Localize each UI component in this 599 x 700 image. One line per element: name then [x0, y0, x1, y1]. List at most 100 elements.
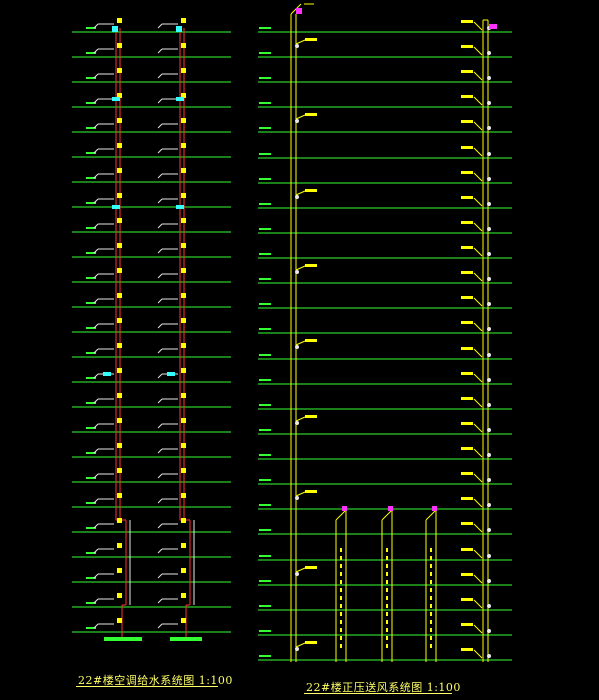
- left-title-underline: [76, 686, 218, 687]
- floor-level-tag: [86, 102, 96, 104]
- vent-leader: [473, 574, 483, 584]
- branch-pipe: [93, 98, 99, 104]
- vent-leader: [473, 549, 483, 559]
- vent-tag: [461, 573, 473, 576]
- vent-leader: [473, 21, 483, 31]
- vent-leader: [473, 121, 483, 131]
- pressurization-fan: [489, 24, 497, 29]
- floor-level-tag: [259, 52, 271, 54]
- vent-tag: [461, 497, 473, 500]
- branch-pipe: [93, 198, 99, 204]
- air-outlet: [487, 554, 491, 558]
- valve-tag: [181, 243, 186, 248]
- floor-level-tag: [86, 177, 96, 179]
- vent-leader: [473, 147, 483, 157]
- pressurization-fan: [296, 8, 302, 14]
- floor-level-tag: [259, 253, 271, 255]
- vent-leader: [473, 322, 483, 332]
- floor-level-tag: [259, 479, 271, 481]
- shaft-grille: [340, 636, 342, 640]
- branch-pipe: [157, 148, 163, 154]
- air-outlet: [487, 579, 491, 583]
- shaft-grille: [386, 620, 388, 624]
- branch-pipe: [157, 498, 163, 504]
- valve-tag: [181, 393, 186, 398]
- air-outlet: [295, 572, 299, 576]
- air-outlet: [487, 353, 491, 357]
- valve-tag: [117, 218, 122, 223]
- branch-pipe: [93, 48, 99, 54]
- floor-level-tag: [86, 152, 96, 154]
- vent-tag: [461, 146, 473, 149]
- vent-tag: [461, 95, 473, 98]
- shaft-grille: [340, 628, 342, 632]
- shaft-grille: [430, 628, 432, 632]
- outlet-leader: [295, 39, 306, 45]
- pump-base: [104, 637, 142, 641]
- vent-tag: [461, 472, 473, 475]
- left-branch-details: [93, 18, 202, 641]
- air-outlet: [487, 327, 491, 331]
- floor-level-tag: [86, 402, 96, 404]
- vent-tag: [461, 522, 473, 525]
- floor-level-tag: [259, 27, 271, 29]
- vent-tag: [461, 296, 473, 299]
- branch-pipe: [93, 348, 99, 354]
- branch-pipe: [93, 623, 99, 629]
- branch-pipe: [157, 598, 163, 604]
- floor-level-tag: [86, 627, 96, 629]
- floor-level-tag: [86, 277, 96, 279]
- floor-level-tag: [86, 202, 96, 204]
- air-outlet: [487, 503, 491, 507]
- air-outlet: [487, 101, 491, 105]
- floor-level-tag: [259, 278, 271, 280]
- branch-pipe: [157, 423, 163, 429]
- valve-tag: [117, 443, 122, 448]
- floor-level-tag: [86, 252, 96, 254]
- air-outlet: [487, 76, 491, 80]
- shaft-grille: [340, 620, 342, 624]
- outlet-leader: [295, 567, 306, 573]
- vent-leader: [473, 297, 483, 307]
- shaft-grille: [430, 548, 432, 552]
- air-outlet: [487, 202, 491, 206]
- air-outlet: [487, 428, 491, 432]
- branch-pipe: [93, 398, 99, 404]
- shaft-grille: [340, 604, 342, 608]
- floor-level-tag: [259, 379, 271, 381]
- floor-level-tag: [259, 504, 271, 506]
- shaft-grille: [340, 572, 342, 576]
- branch-pipe: [157, 623, 163, 629]
- branch-pipe: [93, 248, 99, 254]
- isolation-valve: [112, 97, 120, 101]
- floor-level-tag: [259, 605, 271, 607]
- shaft-top: [335, 509, 347, 521]
- air-outlet: [487, 51, 491, 55]
- branch-pipe: [93, 523, 99, 529]
- branch-pipe: [93, 473, 99, 479]
- vent-tag: [461, 221, 473, 224]
- vent-tag: [461, 598, 473, 601]
- branch-pipe: [93, 73, 99, 79]
- vent-tag: [461, 397, 473, 400]
- floor-level-tag: [86, 377, 96, 379]
- floor-level-tag: [86, 477, 96, 479]
- vent-tag: [461, 171, 473, 174]
- floor-level-tag: [259, 354, 271, 356]
- floor-level-tag: [259, 228, 271, 230]
- floor-level-tag: [86, 27, 96, 29]
- outlet-tag: [305, 38, 317, 41]
- valve-tag: [181, 443, 186, 448]
- vent-leader: [473, 96, 483, 106]
- shaft-grille: [386, 636, 388, 640]
- branch-pipe: [157, 398, 163, 404]
- branch-pipe: [157, 23, 163, 29]
- floor-level-tag: [259, 203, 271, 205]
- vent-tag: [461, 422, 473, 425]
- shaft-grille: [386, 604, 388, 608]
- air-outlet: [487, 227, 491, 231]
- floor-level-tag: [86, 77, 96, 79]
- floor-level-tag: [259, 178, 271, 180]
- top-valve: [176, 26, 182, 32]
- valve-tag: [117, 543, 122, 548]
